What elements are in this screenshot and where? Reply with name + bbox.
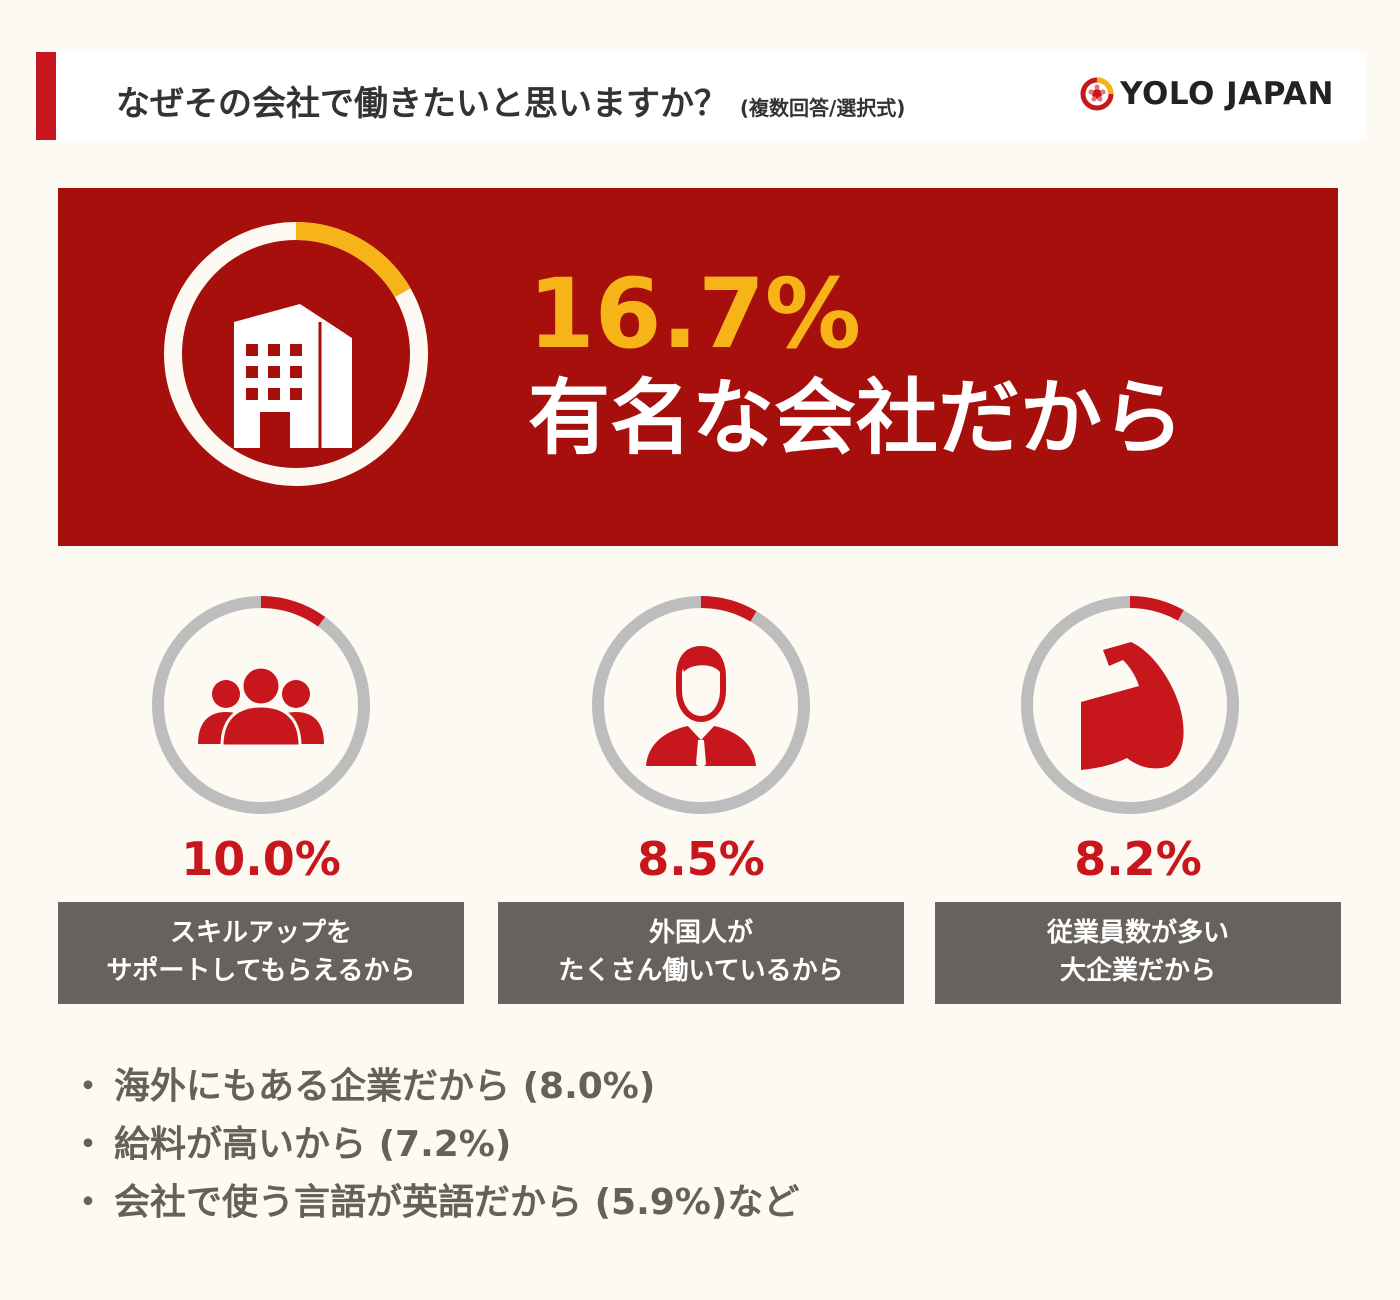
list-item-label: 海外にもある企業だから (114, 1066, 511, 1107)
card-percentage: 10.0% (181, 832, 341, 886)
card-label: 従業員数が多い 大企業だから (935, 902, 1341, 1004)
list-item-label: 会社で使う言語が英語だから (114, 1182, 583, 1223)
businessman-icon (646, 646, 756, 770)
card-percentage: 8.2% (1074, 832, 1202, 886)
flexed-arm-icon (1081, 642, 1184, 770)
card-label-line-2: たくさん働いているから (558, 956, 844, 986)
donut-chart-large-company (1021, 596, 1239, 814)
office-building-icon (234, 304, 352, 448)
bullet-icon: ・ (70, 1182, 107, 1223)
donut-chart-foreigners (592, 596, 810, 814)
list-item: ・海外にもある企業だから (8.0%) (70, 1058, 799, 1116)
donut-chart-skill-up (152, 596, 370, 814)
hero-donut-chart (164, 222, 428, 486)
card-percentage: 8.5% (637, 832, 765, 886)
top-answer-panel: 16.7% 有名な会社だから (58, 188, 1338, 546)
hero-label: 有名な会社だから (528, 371, 1185, 466)
card-label: 外国人が たくさん働いているから (498, 902, 904, 1004)
card-label-line-1: スキルアップを (169, 918, 352, 949)
other-answers-list: ・海外にもある企業だから (8.0%) ・給料が高いから (7.2%) ・会社で… (70, 1058, 799, 1232)
hero-percentage: 16.7% (528, 258, 862, 370)
yolo-japan-logo: YOLO JAPAN (1080, 76, 1334, 112)
logo-text: YOLO JAPAN (1120, 76, 1334, 112)
card-label-line-2: サポートしてもらえるから (106, 956, 416, 986)
bullet-icon: ・ (70, 1066, 107, 1107)
logo-emblem-icon (1080, 77, 1114, 111)
card-label: スキルアップを サポートしてもらえるから (58, 902, 464, 1004)
list-item-suffix: など (727, 1182, 800, 1223)
card-label-line-1: 従業員数が多い (1046, 918, 1229, 949)
list-item: ・給料が高いから (7.2%) (70, 1116, 799, 1174)
page-title: なぜその会社で働きたいと思いますか？ (複数回答/選択式) (116, 76, 905, 125)
group-people-icon (198, 665, 324, 748)
header-accent-bar (36, 52, 56, 140)
donut-slice (1129, 596, 1184, 621)
donut-slice (260, 596, 326, 627)
donut-slice (700, 596, 757, 622)
header-bar: なぜその会社で働きたいと思いますか？ (複数回答/選択式) YOLO JAPAN (36, 52, 1366, 140)
card-label-line-1: 外国人が (648, 918, 753, 949)
list-item-value: (8.0%) (522, 1066, 656, 1107)
card-label-line-2: 大企業だから (1059, 956, 1216, 986)
list-item-value: (7.2%) (378, 1124, 512, 1165)
list-item: ・会社で使う言語が英語だから (5.9%)など (70, 1174, 799, 1232)
hero-donut-slice (295, 222, 411, 298)
list-item-value: (5.9%) (594, 1182, 728, 1223)
title-text: なぜその会社で働きたいと思いますか？ (116, 84, 728, 124)
bullet-icon: ・ (70, 1124, 107, 1165)
title-subtitle: (複数回答/選択式) (739, 96, 906, 120)
list-item-label: 給料が高いから (114, 1124, 367, 1165)
